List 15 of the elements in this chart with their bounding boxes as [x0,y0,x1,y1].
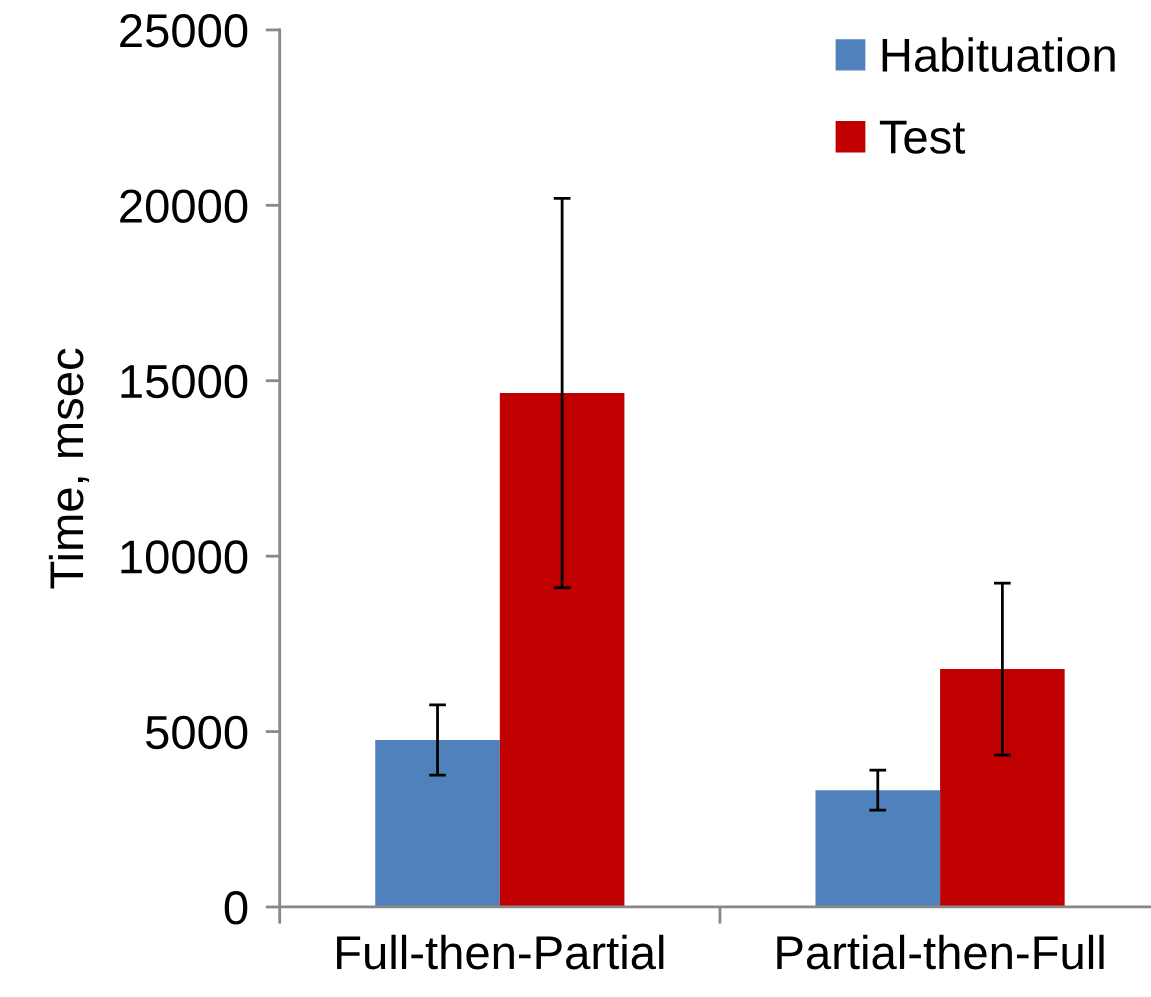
y-tick-label: 25000 [120,14,248,48]
legend-label: Habituation [882,37,1115,73]
y-tick-label: 10000 [121,540,248,574]
bar [375,739,500,907]
y-axis-title: Time, msec [48,348,90,589]
x-tick-label: Partial-then-Full [777,934,1104,970]
y-tick-label: 5000 [145,715,248,750]
bar [940,669,1065,907]
legend-label: Test [879,120,966,154]
y-tick-label: 15000 [121,364,248,399]
y-tick-label: 20000 [120,189,248,223]
bar [499,393,625,907]
bar [815,790,941,907]
x-tick-label: Full-then-Partial [337,934,664,970]
y-tick-label: 0 [224,891,248,925]
